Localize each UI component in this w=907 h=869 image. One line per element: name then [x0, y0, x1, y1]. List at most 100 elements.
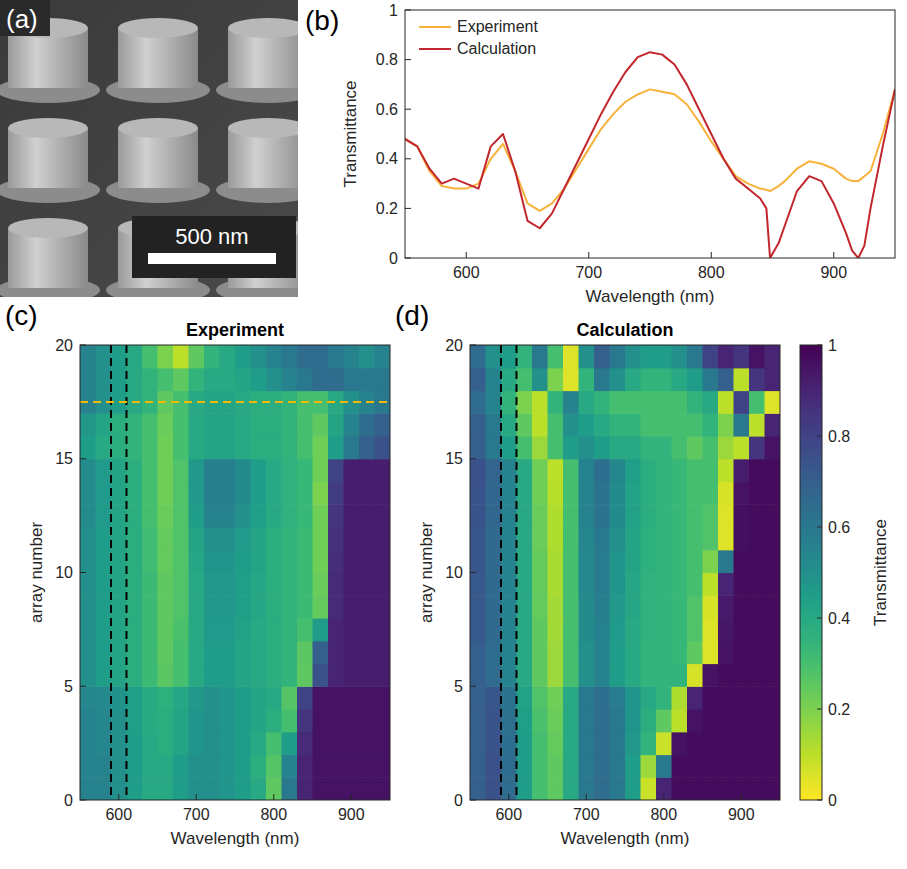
heat-cell [641, 573, 657, 596]
heat-cell [282, 641, 298, 664]
heat-cell [625, 618, 641, 641]
heat-cell [625, 391, 641, 414]
heat-cell [548, 618, 564, 641]
heat-cell [189, 504, 205, 527]
heat-cell [749, 413, 765, 436]
heat-cell [517, 413, 533, 436]
heat-cell [344, 595, 360, 618]
heat-cell [625, 459, 641, 482]
heat-cell [517, 345, 533, 368]
heat-cell [486, 368, 502, 391]
heat-cell [235, 413, 251, 436]
heatmap-panel: (d)Calculation60070080090005101520Wavele… [395, 300, 781, 848]
heat-cell [470, 686, 486, 709]
heat-cell [501, 391, 517, 414]
heat-cell [486, 391, 502, 414]
heat-cell [204, 436, 220, 459]
heat-cell [158, 413, 174, 436]
y-tick-label: 1 [389, 2, 398, 19]
heat-cell [517, 664, 533, 687]
heat-cell [328, 459, 344, 482]
y-tick-label: 5 [64, 678, 73, 695]
y-tick-label: 10 [55, 564, 73, 581]
heat-cell [251, 482, 267, 505]
heat-cell [703, 345, 719, 368]
heat-cell [189, 345, 205, 368]
heat-cell [579, 345, 595, 368]
heat-cell [282, 664, 298, 687]
heat-cell [765, 732, 781, 755]
heat-cell [111, 755, 127, 778]
y-tick [405, 208, 411, 209]
heat-cell [80, 595, 96, 618]
heat-cell [158, 527, 174, 550]
heat-cell [579, 459, 595, 482]
heat-cell [718, 732, 734, 755]
heat-cell [687, 573, 703, 596]
heat-cell [189, 664, 205, 687]
heat-cell [173, 755, 189, 778]
heat-cell [328, 755, 344, 778]
heat-cell [749, 573, 765, 596]
heat-cell [96, 368, 112, 391]
heat-cell [765, 709, 781, 732]
heat-cell [470, 482, 486, 505]
heat-cell [282, 755, 298, 778]
heat-cell [579, 595, 595, 618]
heat-cell [251, 664, 267, 687]
heat-cell [375, 777, 391, 800]
heat-cell [563, 777, 579, 800]
heat-cell [687, 391, 703, 414]
heat-cell [142, 550, 158, 573]
heat-cell [127, 618, 143, 641]
heat-cell [344, 732, 360, 755]
heat-cell [189, 777, 205, 800]
heat-cell [282, 527, 298, 550]
heat-cell [111, 777, 127, 800]
heat-cell [517, 459, 533, 482]
heat-cell [313, 368, 329, 391]
y-tick-label: 0.2 [376, 200, 398, 217]
heat-cell [80, 345, 96, 368]
heat-cell [486, 504, 502, 527]
reference-line [110, 345, 112, 800]
x-tick-label: 600 [495, 806, 522, 823]
scale-bar [148, 253, 276, 264]
heat-cell [749, 368, 765, 391]
heat-cell [173, 573, 189, 596]
heat-cell [532, 777, 548, 800]
heat-cell [687, 368, 703, 391]
heat-cell [344, 459, 360, 482]
heat-cell [687, 664, 703, 687]
legend-swatch [419, 48, 451, 50]
heat-cell [579, 732, 595, 755]
heat-cell [749, 436, 765, 459]
heat-cell [610, 550, 626, 573]
heat-cell [687, 686, 703, 709]
heat-cell [718, 618, 734, 641]
heat-cell [344, 641, 360, 664]
heat-cell [486, 436, 502, 459]
heat-cell [501, 368, 517, 391]
heat-cell [282, 550, 298, 573]
heat-cell [96, 504, 112, 527]
x-axis-title: Wavelength (nm) [561, 829, 690, 848]
x-tick-label: 700 [183, 806, 210, 823]
x-tick [586, 794, 587, 800]
heat-cell [220, 732, 236, 755]
heat-cell [687, 345, 703, 368]
heat-cell [328, 413, 344, 436]
heat-cell [142, 686, 158, 709]
heat-cell [359, 664, 375, 687]
heat-cell [80, 573, 96, 596]
heat-cell [297, 709, 313, 732]
heat-cell [610, 459, 626, 482]
y-tick-label: 0.4 [376, 150, 398, 167]
heat-cell [641, 595, 657, 618]
legend-swatch [419, 26, 451, 28]
heat-cell [501, 345, 517, 368]
heat-cell [765, 777, 781, 800]
heat-cell [282, 368, 298, 391]
heat-cell [548, 413, 564, 436]
heat-cell [765, 755, 781, 778]
